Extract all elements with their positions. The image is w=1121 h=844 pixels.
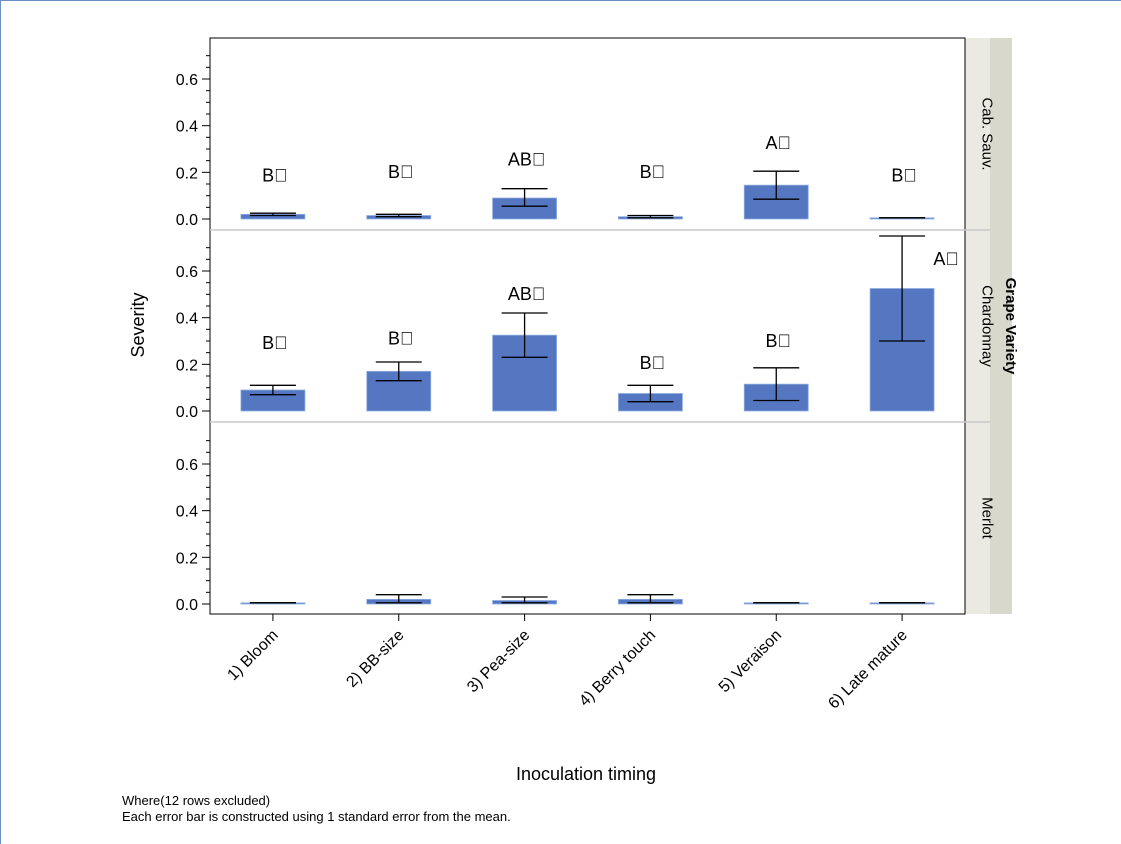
facet-label-2: Merlot xyxy=(979,497,996,540)
y-tick-label: 0.0 xyxy=(176,404,198,421)
y-tick-label: 0.6 xyxy=(176,457,198,474)
x-tick-label: 1) Bloom xyxy=(224,627,281,684)
x-tick-label: 5) Veraison xyxy=(716,627,785,696)
y-tick-label: 0.2 xyxy=(176,550,198,567)
x-tick-label: 6) Late mature xyxy=(825,627,911,713)
facet-strip-2 xyxy=(965,422,990,614)
facet-outer-label: Grape Variety xyxy=(1002,278,1019,375)
y-tick-label: 0.0 xyxy=(176,597,198,614)
significance-letter: B⃞ xyxy=(765,331,791,351)
y-tick-label: 0.4 xyxy=(176,119,198,136)
x-tick-label: 4) Berry touch xyxy=(576,627,659,710)
footnote-error-bar-note: Each error bar is constructed using 1 st… xyxy=(122,809,511,824)
facet-strip-1 xyxy=(965,230,990,422)
significance-letter: A⃞ xyxy=(765,133,791,153)
y-tick-label: 0.4 xyxy=(176,504,198,521)
significance-letter: B⃞ xyxy=(262,166,288,186)
panel-frame-1 xyxy=(209,229,966,423)
significance-letter: AB⃞ xyxy=(508,284,546,304)
x-tick-label: 3) Pea-size xyxy=(464,627,533,696)
panel-frame-2 xyxy=(209,421,966,615)
significance-letter: B⃞ xyxy=(262,333,288,353)
facet-label-1: Chardonnay xyxy=(979,285,996,367)
significance-letter: B⃞ xyxy=(640,353,666,373)
significance-letter: AB⃞ xyxy=(508,149,546,169)
significance-letter: B⃞ xyxy=(640,162,666,182)
significance-letter: B⃞ xyxy=(891,166,917,186)
panel-frame-0 xyxy=(209,37,966,231)
y-tick-label: 0.0 xyxy=(176,212,198,229)
significance-letter: A⃞ xyxy=(933,249,959,269)
significance-letter: B⃞ xyxy=(388,162,414,182)
x-tick-label: 2) BB-size xyxy=(343,627,407,691)
y-axis-title: Severity xyxy=(128,292,148,357)
y-tick-label: 0.2 xyxy=(176,165,198,182)
facet-strip-0 xyxy=(965,38,990,230)
significance-letter: B⃞ xyxy=(388,329,414,349)
facet-outer-strip xyxy=(990,38,1012,614)
y-tick-label: 0.4 xyxy=(176,311,198,328)
y-tick-label: 0.2 xyxy=(176,357,198,374)
y-tick-label: 0.6 xyxy=(176,264,198,281)
x-axis-title: Inoculation timing xyxy=(516,764,656,784)
facet-label-0: Cab. Sauv. xyxy=(979,97,996,170)
y-tick-label: 0.6 xyxy=(176,72,198,89)
footnote-rows-excluded: Where(12 rows excluded) xyxy=(122,793,271,808)
